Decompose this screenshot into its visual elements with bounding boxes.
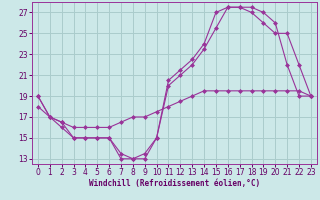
X-axis label: Windchill (Refroidissement éolien,°C): Windchill (Refroidissement éolien,°C) (89, 179, 260, 188)
